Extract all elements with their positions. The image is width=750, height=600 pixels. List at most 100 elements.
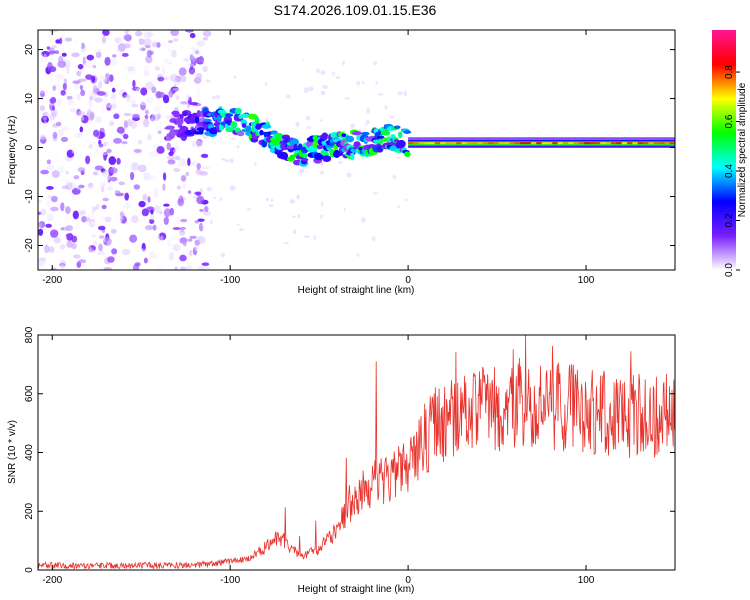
spectrogram-noise xyxy=(319,119,323,122)
spectrogram-noise xyxy=(88,143,93,150)
spectrogram-noise xyxy=(115,262,120,267)
spectrogram-noise xyxy=(102,169,110,178)
spectrogram-noise xyxy=(176,162,184,168)
spectrogram-noise xyxy=(168,251,175,261)
spectrogram-noise xyxy=(53,244,62,248)
spectrogram-noise xyxy=(171,49,177,58)
spectrogram-noise xyxy=(131,86,141,91)
spectrogram-noise xyxy=(38,52,43,59)
spectrogram-ridge xyxy=(261,124,272,129)
spectrogram-noise xyxy=(137,164,147,173)
spectrogram-noise xyxy=(47,40,52,47)
spectrogram-noise xyxy=(138,142,144,147)
spectrogram-noise xyxy=(45,186,54,190)
spectrogram-noise xyxy=(194,83,204,89)
spectrogram-ridge xyxy=(236,131,245,137)
spectrogram-noise xyxy=(137,218,143,224)
spectrogram-ridge xyxy=(241,123,247,129)
spectrogram-noise xyxy=(152,41,158,48)
x-tick-label: 100 xyxy=(578,275,595,286)
spectrogram-noise xyxy=(162,65,166,75)
spectrogram-noise xyxy=(113,137,123,144)
spectrogram-noise xyxy=(192,246,198,256)
spectrogram-noise xyxy=(152,224,157,231)
spectrogram-noise xyxy=(128,106,133,113)
spectrogram-noise xyxy=(124,192,130,201)
x-tick-label: -200 xyxy=(42,275,62,286)
spectrogram-ridge xyxy=(261,139,268,148)
spectrogram-noise xyxy=(48,246,55,253)
spectrogram-carrier-dot xyxy=(578,142,585,145)
spectrogram-noise xyxy=(94,57,98,61)
spectrogram-noise xyxy=(332,71,335,76)
spectrogram-noise xyxy=(320,214,324,219)
spectrogram-noise xyxy=(121,68,126,75)
spectrogram-noise xyxy=(172,227,181,231)
spectrogram-carrier-dot xyxy=(658,142,665,145)
spectrogram-noise xyxy=(129,171,135,181)
spectrogram-ridge xyxy=(254,116,260,124)
spectrogram-carrier-dot xyxy=(621,142,628,145)
spectrogram-noise xyxy=(98,243,103,252)
spectrogram-noise xyxy=(313,235,317,240)
spectrogram-noise xyxy=(80,140,90,146)
y-tick-label: 200 xyxy=(24,502,35,519)
spectrogram-noise xyxy=(201,166,211,170)
snr-ylabel: SNR (10 * v/v) xyxy=(7,420,18,484)
spectrogram-noise xyxy=(108,156,117,166)
spectrogram-noise xyxy=(99,75,108,83)
spectrogram-noise xyxy=(320,90,326,96)
spectrogram-noise xyxy=(199,188,203,194)
spectrogram-noise xyxy=(42,150,50,157)
spectrogram-noise xyxy=(78,259,87,264)
spectrogram-noise xyxy=(148,151,158,158)
spectrogram-noise xyxy=(52,153,62,160)
y-tick-label: 600 xyxy=(24,385,35,402)
spectrogram-noise xyxy=(172,243,181,252)
spectrogram-noise xyxy=(89,112,94,121)
spectrogram-noise xyxy=(174,266,178,270)
spectrogram-carrier-dot xyxy=(546,142,553,145)
colorbar: 0.0 0.2 0.4 0.6 0.8 Normalized spectral ampl… xyxy=(712,30,748,277)
spectrogram-noise xyxy=(106,148,112,154)
spectrogram-noise xyxy=(133,149,142,153)
spectrogram-noise xyxy=(90,142,99,152)
spectrogram-carrier-dot xyxy=(605,142,612,145)
spectrogram-carrier-dot xyxy=(509,142,516,145)
spectrogram-noise xyxy=(185,93,191,101)
spectrogram-noise xyxy=(55,39,61,44)
spectrogram-noise xyxy=(95,48,102,53)
snr-xlabel: Height of straight line (km) xyxy=(298,584,415,595)
y-tick-label: 0 xyxy=(24,144,35,150)
spectrogram-noise xyxy=(221,158,226,161)
spectrogram-noise xyxy=(110,229,117,234)
spectrogram-noise xyxy=(51,110,56,118)
colorbar-tick-label: 0.8 xyxy=(724,65,735,79)
spectrogram-noise xyxy=(103,99,112,109)
spectrogram-noise xyxy=(199,171,208,176)
spectrogram-noise xyxy=(132,113,140,120)
spectrogram-noise xyxy=(384,105,388,110)
spectrogram-noise xyxy=(186,262,190,268)
spectrogram-noise xyxy=(67,100,75,106)
spectrogram-noise xyxy=(378,92,384,96)
spectrogram-noise xyxy=(79,84,84,91)
spectrogram-noise xyxy=(199,208,204,212)
spectrogram-noise xyxy=(123,112,132,117)
spectrogram-noise xyxy=(201,220,211,230)
spectrogram-ridge xyxy=(202,118,212,123)
spectrogram-ridge xyxy=(403,130,412,134)
spectrogram-noise xyxy=(110,93,117,101)
spectrogram-noise xyxy=(79,126,84,133)
snr-frame xyxy=(37,334,676,571)
spectrogram-noise xyxy=(68,117,73,127)
spectrogram-noise xyxy=(123,202,132,209)
x-tick-label: 100 xyxy=(578,575,595,586)
spectrogram-noise xyxy=(52,85,56,91)
spectrogram-noise xyxy=(91,148,98,153)
chart-title: S174.2026.109.01.15.E36 xyxy=(274,2,437,18)
spectrogram-noise xyxy=(46,213,54,222)
spectrogram-noise xyxy=(112,54,117,58)
spectrogram-noise xyxy=(62,82,67,91)
y-tick-label: 10 xyxy=(24,93,35,105)
